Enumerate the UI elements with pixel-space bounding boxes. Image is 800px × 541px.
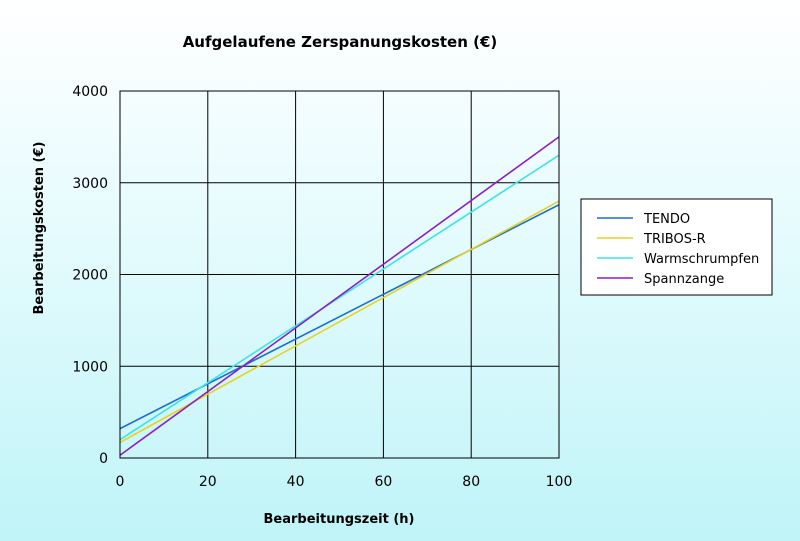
x-tick-label: 80 xyxy=(462,474,480,490)
legend-label: Spannzange xyxy=(644,272,724,287)
y-tick-label: 2000 xyxy=(72,268,108,284)
series-lines xyxy=(119,136,560,456)
grid xyxy=(119,90,560,459)
x-axis-title: Bearbeitungszeit (h) xyxy=(264,512,415,527)
series-line-spannzange xyxy=(119,136,560,456)
legend-label: TENDO xyxy=(643,212,690,227)
y-tick-labels: 0 1000 2000 3000 4000 xyxy=(72,84,108,467)
x-tick-labels: 0 20 40 60 80 100 xyxy=(116,474,573,490)
chart-title: Aufgelaufene Zerspanungskosten (€) xyxy=(183,33,498,51)
y-tick-label: 4000 xyxy=(72,84,108,100)
y-tick-label: 1000 xyxy=(72,359,108,375)
legend-box xyxy=(580,198,773,296)
series-line-tendo xyxy=(119,204,560,430)
series-line-warmschrumpfen xyxy=(119,154,560,441)
x-tick-label: 20 xyxy=(199,474,217,490)
series-line-tribos-r xyxy=(119,200,560,444)
x-tick-label: 0 xyxy=(116,474,125,490)
legend-label: Warmschrumpfen xyxy=(644,252,759,267)
y-tick-label: 3000 xyxy=(72,176,108,192)
legend-label: TRIBOS-R xyxy=(643,232,706,247)
legend: TENDO TRIBOS-R Warmschrumpfen Spannzange xyxy=(580,198,773,296)
x-tick-label: 100 xyxy=(546,474,573,490)
x-tick-label: 60 xyxy=(374,474,392,490)
y-tick-label: 0 xyxy=(99,451,108,467)
plot-border xyxy=(119,90,560,459)
y-axis-title: Bearbeitungskosten (€) xyxy=(32,142,47,315)
x-tick-label: 40 xyxy=(287,474,305,490)
